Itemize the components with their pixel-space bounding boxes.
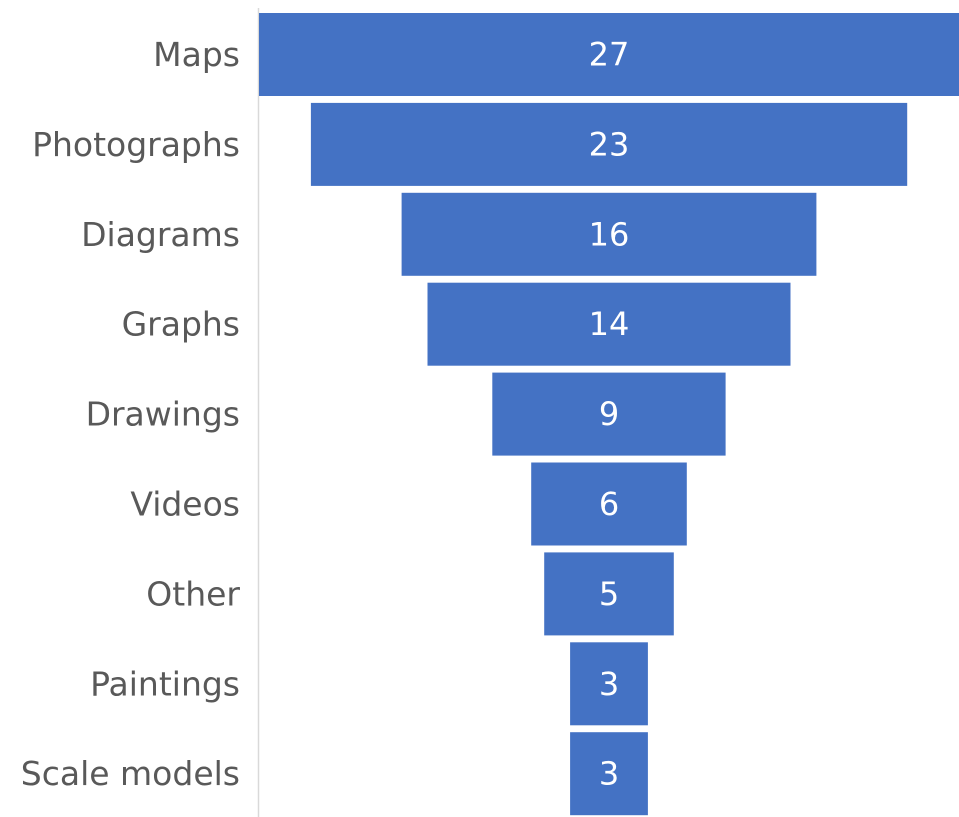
category-label-paintings: Paintings <box>90 664 240 703</box>
category-label-graphs: Graphs <box>122 305 240 344</box>
category-label-photographs: Photographs <box>32 125 240 164</box>
data-label-paintings: 3 <box>599 665 619 703</box>
data-label-diagrams: 16 <box>589 215 630 253</box>
category-label-scale-models: Scale models <box>21 754 240 793</box>
data-label-photographs: 23 <box>589 125 630 163</box>
data-label-scale-models: 3 <box>599 755 619 793</box>
category-label-maps: Maps <box>153 35 240 74</box>
data-label-graphs: 14 <box>589 305 630 343</box>
data-label-videos: 6 <box>599 485 619 523</box>
data-label-maps: 27 <box>589 36 630 74</box>
data-label-drawings: 9 <box>599 395 619 433</box>
category-label-other: Other <box>146 574 240 613</box>
data-label-other: 5 <box>599 575 619 613</box>
category-label-drawings: Drawings <box>86 395 240 434</box>
category-label-diagrams: Diagrams <box>81 215 240 254</box>
category-label-videos: Videos <box>130 485 240 524</box>
